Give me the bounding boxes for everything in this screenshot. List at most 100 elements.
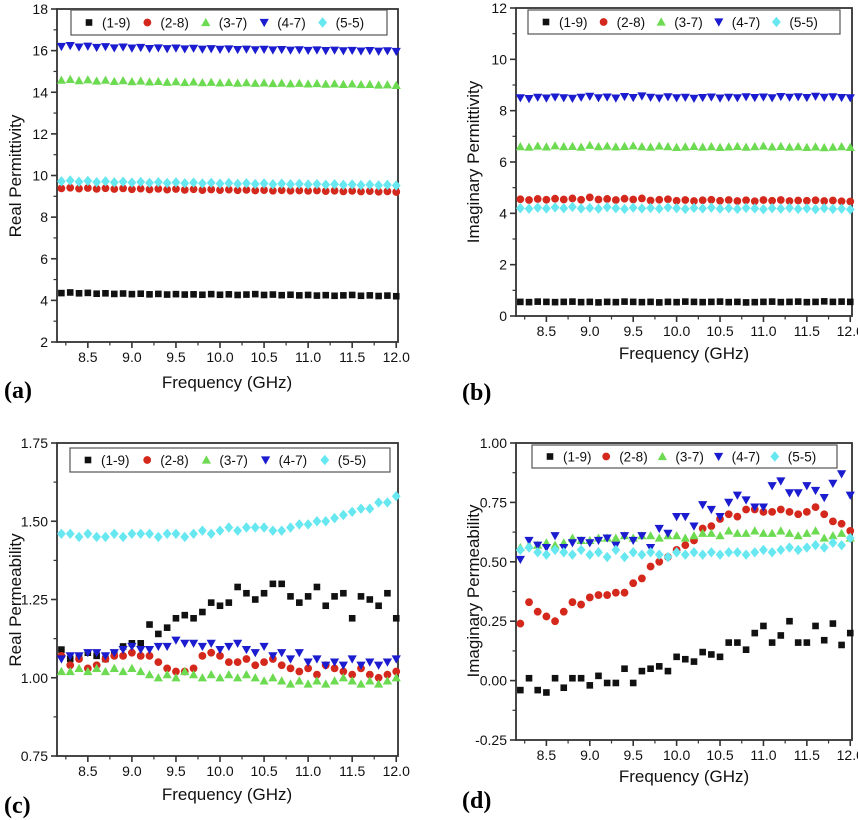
- series-c-(1-9): [58, 580, 400, 663]
- series-b-(5-5): [515, 201, 855, 215]
- svg-text:10.5: 10.5: [706, 747, 733, 763]
- svg-text:10: 10: [32, 168, 48, 184]
- svg-text:18: 18: [32, 1, 48, 17]
- svg-text:(1-9): (1-9): [563, 450, 592, 465]
- panel-a-y-axis-title: Real Permittivity: [6, 114, 25, 238]
- svg-text:(5-5): (5-5): [788, 450, 817, 465]
- svg-text:(4-7): (4-7): [277, 16, 306, 31]
- svg-text:10: 10: [491, 51, 507, 67]
- svg-text:(4-7): (4-7): [732, 450, 761, 465]
- panel-c-x-axis-title: Frequency (GHz): [161, 785, 293, 804]
- plot-frame-d: [515, 442, 853, 741]
- svg-text:12.0: 12.0: [837, 323, 858, 339]
- panel-b-letter: (b): [462, 380, 492, 406]
- svg-text:16: 16: [32, 43, 48, 59]
- series-a-(2-8): [57, 183, 401, 196]
- series-a-(5-5): [57, 175, 401, 191]
- series-a-(4-7): [56, 42, 401, 57]
- series-d-(4-7): [515, 470, 855, 565]
- series-b-(1-9): [517, 298, 854, 306]
- svg-text:(1-9): (1-9): [559, 15, 588, 30]
- svg-text:9.0: 9.0: [122, 763, 142, 779]
- svg-text:0.25: 0.25: [480, 613, 507, 629]
- panel-b: 8.5 9.0 9.5 10.0 10.5 11.0 11.5 12.0 0 2 4 6 8 10 12 (1…: [491, 0, 858, 339]
- svg-text:8.5: 8.5: [78, 349, 98, 365]
- legend-c: (1-9) (2-8) (3-7) (4-7) (5-5): [69, 447, 391, 473]
- svg-text:9.0: 9.0: [580, 747, 600, 763]
- panel-d-letter: (d): [462, 788, 492, 814]
- svg-text:12: 12: [491, 0, 507, 16]
- panel-c: 8.5 9.0 9.5 10.0 10.5 11.0 11.5 12.0 0.75 1.00 1.2…: [21, 435, 410, 779]
- svg-text:8: 8: [499, 103, 507, 119]
- series-c-(4-7): [56, 636, 401, 670]
- svg-text:12.0: 12.0: [837, 747, 858, 763]
- series-b-(2-8): [516, 193, 855, 206]
- svg-text:11.0: 11.0: [750, 747, 776, 763]
- svg-text:(5-5): (5-5): [789, 15, 818, 30]
- series-b-(4-7): [515, 92, 855, 104]
- svg-text:12: 12: [32, 126, 48, 142]
- svg-text:11.5: 11.5: [794, 747, 820, 763]
- svg-text:0.75: 0.75: [21, 748, 48, 764]
- svg-text:(5-5): (5-5): [336, 16, 365, 31]
- series-a-(3-7): [56, 74, 401, 89]
- panel-a: 8.5 9.0 9.5 10.0 10.5 11.0 11.5 12.0 2 4 6 8 10 12 14 1…: [32, 1, 410, 365]
- panel-a-letter: (a): [4, 378, 32, 404]
- svg-text:(3-7): (3-7): [674, 15, 703, 30]
- series-d-(1-9): [517, 617, 854, 696]
- svg-text:2: 2: [499, 257, 507, 273]
- svg-text:2: 2: [40, 334, 48, 350]
- svg-text:10.0: 10.0: [206, 763, 233, 779]
- svg-text:10.5: 10.5: [250, 763, 277, 779]
- panel-d: 8.5 9.0 9.5 10.0 10.5 11.0 11.5 12.0 -0.25 0.00 0.…: [475, 435, 858, 763]
- svg-text:12.0: 12.0: [383, 349, 410, 365]
- svg-text:(1-9): (1-9): [102, 16, 131, 31]
- svg-text:1.50: 1.50: [21, 513, 48, 529]
- svg-text:(5-5): (5-5): [338, 453, 367, 468]
- svg-text:(2-8): (2-8): [617, 15, 646, 30]
- svg-text:0.50: 0.50: [480, 554, 507, 570]
- svg-text:(3-7): (3-7): [219, 16, 248, 31]
- panel-b-x-axis-title: Frequency (GHz): [618, 344, 750, 363]
- svg-text:9.0: 9.0: [122, 349, 142, 365]
- svg-text:11.5: 11.5: [794, 323, 820, 339]
- svg-text:(2-8): (2-8): [619, 450, 648, 465]
- svg-text:(1-9): (1-9): [101, 453, 130, 468]
- svg-text:4: 4: [499, 205, 507, 221]
- svg-text:10.0: 10.0: [663, 747, 690, 763]
- svg-text:9.0: 9.0: [580, 323, 600, 339]
- svg-text:8.5: 8.5: [78, 763, 98, 779]
- svg-text:(2-8): (2-8): [160, 453, 189, 468]
- panel-a-x-axis-title: Frequency (GHz): [161, 373, 293, 392]
- series-c-(5-5): [57, 491, 401, 543]
- svg-text:-0.25: -0.25: [475, 732, 507, 748]
- svg-text:10.5: 10.5: [706, 323, 733, 339]
- svg-text:9.5: 9.5: [623, 747, 643, 763]
- svg-text:0: 0: [499, 308, 507, 324]
- svg-text:(4-7): (4-7): [279, 453, 308, 468]
- svg-text:12.0: 12.0: [383, 763, 410, 779]
- svg-text:11.0: 11.0: [295, 349, 321, 365]
- svg-text:1.00: 1.00: [21, 670, 48, 686]
- panel-b-y-axis-title: Imaginary Permittivity: [464, 80, 483, 244]
- series-b-(3-7): [515, 140, 855, 152]
- svg-text:0.75: 0.75: [480, 494, 507, 510]
- panel-c-y-axis-title: Real Permeability: [6, 533, 25, 667]
- legend-d: (1-9) (2-8) (3-7) (4-7) (5-5): [531, 444, 838, 469]
- svg-text:(4-7): (4-7): [732, 15, 761, 30]
- svg-text:(2-8): (2-8): [160, 16, 189, 31]
- plot-frame-b: [515, 7, 853, 317]
- svg-text:1.75: 1.75: [21, 435, 48, 451]
- svg-text:11.0: 11.0: [750, 323, 776, 339]
- svg-text:(3-7): (3-7): [675, 450, 704, 465]
- svg-text:6: 6: [40, 251, 48, 267]
- svg-text:1.25: 1.25: [21, 592, 48, 608]
- svg-text:14: 14: [32, 84, 48, 100]
- svg-text:9.5: 9.5: [623, 323, 643, 339]
- svg-text:10.0: 10.0: [206, 349, 233, 365]
- svg-text:8.5: 8.5: [537, 323, 557, 339]
- series-d-(2-8): [516, 503, 855, 628]
- svg-text:1.00: 1.00: [480, 435, 507, 451]
